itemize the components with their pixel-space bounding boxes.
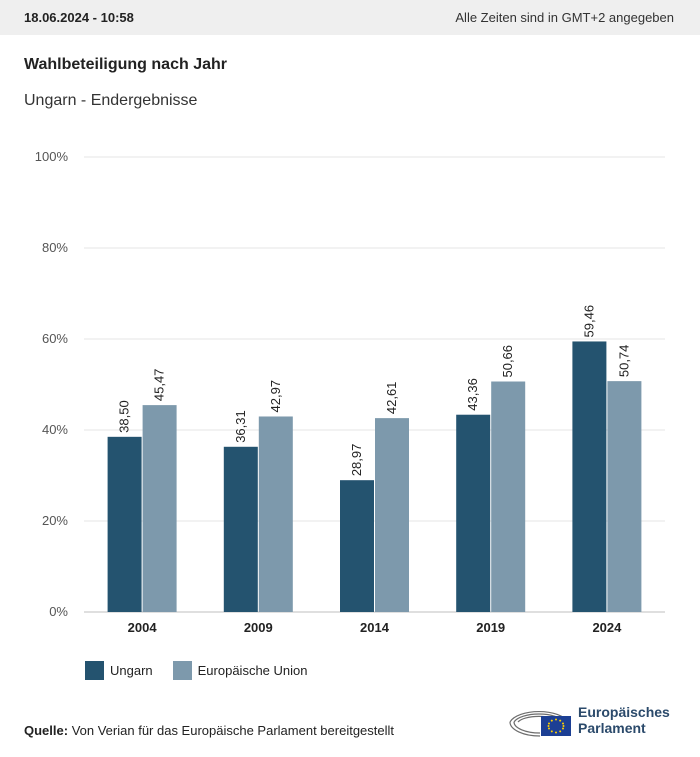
y-tick-label: 80% [42,240,68,255]
data-label: 50,66 [500,345,515,378]
source-label: Quelle: [24,723,69,738]
legend-label-eu: Europäische Union [197,663,308,678]
data-label: 28,97 [349,444,364,477]
legend-item-eu: Europäische Union [172,661,308,680]
ep-logo: Europäisches Parlament [506,700,670,740]
logo-text: Europäisches Parlament [578,704,670,736]
chart-title: Wahlbeteiligung nach Jahr [24,56,227,73]
chart-subtitle: Ungarn - Endergebnisse [24,92,198,109]
bar-eu-2009 [258,416,293,612]
y-tick-label: 40% [42,422,68,437]
bar-chart: 0% 20% 40% 60% 80% 100% 38,50 45,47 2004 36,31 42,… [35,149,665,635]
data-label: 50,74 [616,345,631,378]
legend-swatch-ungarn [85,661,104,680]
bar-eu-2004 [142,405,177,612]
data-label: 42,61 [384,382,399,415]
data-label: 45,47 [152,369,167,402]
y-tick-label: 60% [42,331,68,346]
source-text: Von Verian für das Europäische Parlament… [71,723,395,738]
data-label: 38,50 [117,400,132,433]
bar-ungarn-2009 [223,446,258,612]
parliament-emblem-icon [509,710,571,737]
legend-swatch-eu [172,661,192,680]
top-bar: 18.06.2024 - 10:58 Alle Zeiten sind in G… [0,0,700,35]
bar-eu-2019 [491,381,526,612]
data-label: 59,46 [581,305,596,338]
y-tick-label: 0% [49,604,68,619]
y-tick-label: 100% [35,149,69,164]
timezone-note: Alle Zeiten sind in GMT+2 angegeben [455,10,674,25]
timestamp: 18.06.2024 - 10:58 [24,10,134,25]
data-label: 42,97 [268,380,283,413]
bar-ungarn-2004 [107,436,142,612]
legend-item-ungarn: Ungarn [85,661,153,680]
source-note: Quelle: Von Verian für das Europäische P… [24,723,394,738]
x-tick-label: 2004 [128,620,158,635]
bar-ungarn-2024 [572,341,607,612]
legend-label-ungarn: Ungarn [110,663,153,678]
x-tick-label: 2024 [592,620,622,635]
data-label: 36,31 [233,410,248,443]
x-tick-label: 2014 [360,620,390,635]
data-label: 43,36 [465,378,480,411]
bar-eu-2014 [375,418,409,612]
x-tick-label: 2019 [476,620,505,635]
bar-ungarn-2014 [340,480,374,612]
bar-eu-2024 [607,381,642,612]
bar-ungarn-2019 [456,414,491,612]
y-tick-label: 20% [42,513,68,528]
logo-line-2: Parlament [578,720,646,736]
logo-line-1: Europäisches [578,704,670,720]
x-tick-label: 2009 [244,620,273,635]
legend: Ungarn Europäische Union [85,661,328,680]
